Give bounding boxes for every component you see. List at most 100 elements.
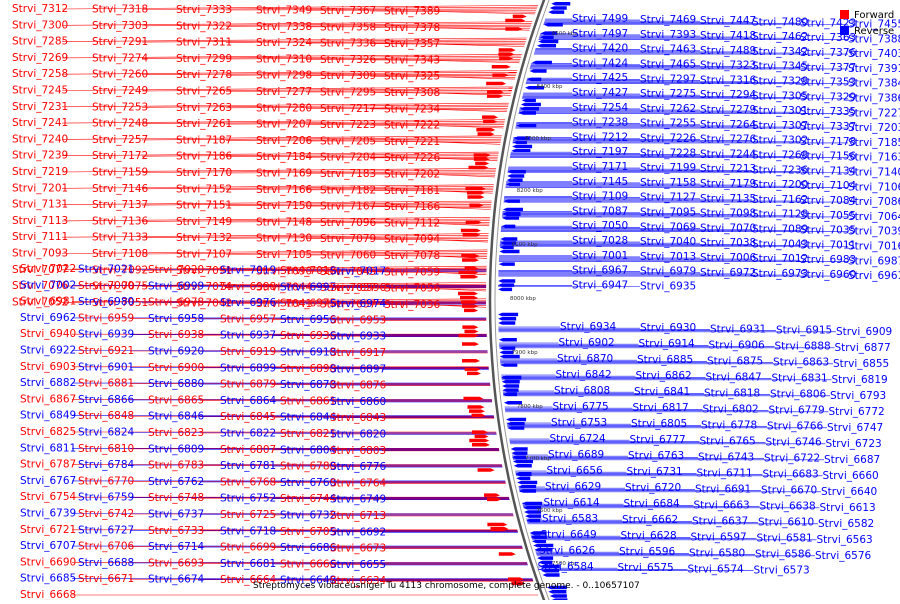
- gene-label: Strvi_6919: [220, 346, 276, 358]
- gene-label: Strvi_6614: [544, 497, 601, 509]
- gene-label: Strvi_6808: [554, 385, 610, 397]
- reverse-feature: [533, 543, 554, 548]
- gene-connector: [433, 125, 504, 129]
- gene-label: Strvi_6983: [800, 254, 856, 266]
- gene-label: Strvi_6878: [280, 379, 336, 391]
- gene-label: Strvi_6648: [280, 575, 336, 587]
- reverse-feature: [516, 476, 531, 481]
- gene-label: Strvi_6855: [833, 358, 889, 370]
- forward-feature: [505, 18, 526, 23]
- gene-label: Strvi_6733: [148, 525, 204, 537]
- gene-label: Strvi_7156: [800, 151, 857, 163]
- forward-feature: [462, 342, 480, 346]
- gene-label: Strvi_7276: [700, 134, 757, 146]
- gene-label: Strvi_6897: [330, 363, 386, 375]
- gene-label: Strvi_7199: [640, 162, 696, 174]
- gene-label: Strvi_6582: [818, 518, 874, 530]
- gene-label: Strvi_7301: [752, 105, 808, 117]
- forward-feature: [475, 161, 490, 166]
- gene-label: Strvi_7018: [280, 265, 336, 277]
- gene-connector: [61, 119, 506, 124]
- gene-label: Strvi_6752: [220, 493, 276, 505]
- gene-label: Strvi_7222: [384, 120, 440, 132]
- gene-label: Strvi_6831: [772, 373, 828, 385]
- gene-label: Strvi_7057: [320, 282, 376, 294]
- gene-label: Strvi_7060: [320, 250, 376, 262]
- forward-feature: [477, 132, 495, 136]
- gene-label: Strvi_7043: [752, 238, 808, 250]
- gene-label: Strvi_6707: [20, 540, 76, 552]
- reverse-feature: [546, 585, 567, 590]
- gene-label: Strvi_6732: [280, 510, 336, 522]
- gene-label: Strvi_7480: [752, 16, 808, 28]
- reverse-feature: [538, 560, 553, 565]
- gene-connector: [433, 174, 495, 178]
- gene-label: Strvi_7136: [92, 215, 149, 227]
- forward-feature: [462, 325, 479, 329]
- gene-label: Strvi_7462: [752, 31, 808, 43]
- gene-label: Strvi_6731: [627, 466, 683, 478]
- gene-label: Strvi_7162: [752, 194, 808, 206]
- reverse-feature: [534, 548, 553, 552]
- axis-tick-label: 8500 kbp: [552, 31, 578, 37]
- gene-label: Strvi_7019: [220, 265, 276, 277]
- gene-label: Strvi_7377: [800, 62, 856, 74]
- gene-label: Strvi_6862: [636, 370, 692, 382]
- gene-label: Strvi_6807: [220, 444, 276, 456]
- gene-label: Strvi_7197: [572, 146, 628, 158]
- reverse-feature: [549, 594, 567, 598]
- gene-label: Strvi_6938: [148, 329, 204, 341]
- gene-label: Strvi_7254: [572, 102, 629, 114]
- gene-label: Strvi_7202: [384, 169, 440, 181]
- gene-label: Strvi_7244: [700, 148, 757, 160]
- gene-label: Strvi_6975: [280, 298, 336, 310]
- reverse-feature: [502, 388, 519, 392]
- gene-label: Strvi_6563: [817, 534, 873, 546]
- gene-label: Strvi_6870: [557, 353, 613, 365]
- forward-feature: [498, 52, 515, 56]
- gene-connector: [61, 70, 518, 75]
- gene-label: Strvi_7186: [176, 151, 233, 163]
- gene-label: Strvi_6811: [20, 442, 76, 454]
- gene-label: Strvi_7181: [384, 185, 440, 197]
- forward-feature: [469, 203, 484, 208]
- gene-label: Strvi_6900: [148, 362, 204, 374]
- reverse-feature: [512, 144, 533, 149]
- forward-feature: [464, 266, 479, 271]
- gene-label: Strvi_7035: [800, 225, 856, 237]
- reverse-feature: [501, 224, 516, 229]
- forward-feature: [464, 308, 479, 313]
- forward-feature: [462, 233, 481, 237]
- gene-label: Strvi_7159: [92, 167, 148, 179]
- gene-label: Strvi_6765: [700, 435, 756, 447]
- gene-connector: [225, 24, 532, 27]
- gene-label: Strvi_7051: [92, 297, 148, 309]
- gene-label: Strvi_7206: [256, 135, 313, 147]
- gene-connector: [61, 200, 492, 205]
- gene-label: Strvi_6877: [835, 342, 891, 354]
- axis-tick-label: 8400 kbp: [537, 84, 563, 90]
- gene-label: Strvi_6998: [220, 281, 276, 293]
- gene-label: Strvi_7363: [800, 32, 856, 44]
- gene-label: Strvi_6638: [760, 501, 816, 513]
- gene-label: Strvi_6817: [633, 402, 689, 414]
- gene-label: Strvi_7149: [176, 216, 232, 228]
- gene-label: Strvi_6973: [752, 268, 808, 280]
- gene-label: Strvi_6781: [220, 460, 276, 472]
- gene-label: Strvi_6974: [330, 298, 387, 310]
- backbone-inner-line: [494, 0, 552, 604]
- gene-label: Strvi_7013: [640, 251, 696, 263]
- gene-label: Strvi_6686: [280, 542, 337, 554]
- forward-feature: [462, 359, 481, 363]
- axis-tick-label: 7600 kbp: [537, 508, 563, 514]
- forward-feature: [473, 157, 490, 161]
- gene-label: Strvi_6662: [622, 514, 678, 526]
- gene-label: Strvi_7307: [752, 120, 808, 132]
- reverse-feature: [537, 556, 554, 560]
- gene-label: Strvi_6688: [78, 557, 134, 569]
- gene-label: Strvi_7261: [176, 118, 232, 130]
- gene-label: Strvi_6772: [829, 406, 885, 418]
- gene-label: Strvi_6961: [848, 270, 900, 282]
- forward-feature: [464, 367, 481, 371]
- gene-label: Strvi_7167: [320, 201, 376, 213]
